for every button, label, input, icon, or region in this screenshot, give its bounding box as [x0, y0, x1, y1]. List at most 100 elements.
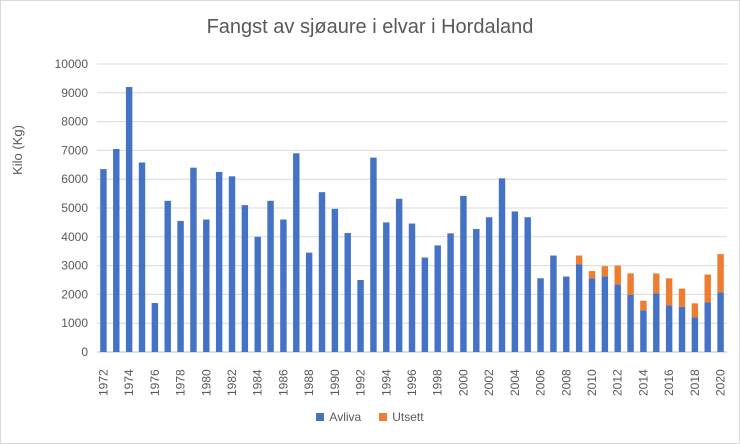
y-tick-label: 5000 — [61, 201, 88, 215]
y-tick-label: 1000 — [61, 316, 88, 330]
bar-utsett-2016 — [665, 278, 673, 306]
legend-swatch-utsett — [379, 413, 388, 421]
x-tick-label: 1992 — [354, 369, 368, 396]
bar-avliva-2020 — [717, 292, 724, 352]
bar-avliva-1978 — [177, 220, 184, 352]
bar-utsett-2018 — [691, 303, 699, 318]
bar-utsett-2013 — [627, 273, 634, 295]
bar-avliva-2011 — [601, 276, 609, 352]
bar-avliva-1998 — [434, 245, 441, 352]
bar-avliva-1972 — [100, 169, 107, 352]
bars — [100, 87, 724, 352]
bar-utsett-2019 — [704, 274, 711, 303]
bar-avliva-2005 — [524, 217, 531, 352]
bar-avliva-1994 — [383, 222, 390, 352]
y-tick-label: 10000 — [55, 57, 89, 71]
bar-avliva-1984 — [254, 236, 261, 352]
x-tick-label: 1988 — [302, 369, 316, 396]
x-tick-label: 2008 — [559, 369, 573, 396]
x-tick-label: 1978 — [174, 369, 188, 396]
bar-avliva-2009 — [575, 264, 583, 352]
x-tick-label: 2012 — [611, 369, 625, 396]
bar-avliva-1975 — [138, 162, 146, 352]
x-tick-label: 1994 — [379, 369, 393, 396]
x-tick-label: 1984 — [251, 369, 265, 396]
bar-avliva-2016 — [665, 305, 673, 352]
bar-avliva-2012 — [614, 284, 621, 352]
bar-utsett-2020 — [717, 254, 724, 293]
bar-avliva-1989 — [318, 192, 326, 352]
legend-label-utsett: Utsett — [392, 410, 424, 424]
x-tick-label: 2018 — [688, 369, 702, 396]
gridlines — [97, 63, 727, 353]
bar-avliva-1988 — [305, 252, 313, 352]
bar-avliva-2000 — [460, 195, 467, 352]
legend-swatch-avliva — [316, 413, 325, 421]
bar-avliva-2019 — [704, 302, 711, 352]
x-tick-label: 2004 — [508, 369, 522, 396]
bar-utsett-2010 — [588, 271, 596, 279]
x-tick-label: 1986 — [276, 369, 290, 396]
bar-avliva-1993 — [370, 157, 377, 352]
bar-utsett-2014 — [640, 300, 647, 311]
y-tick-label: 9000 — [61, 86, 88, 100]
bar-utsett-2011 — [601, 266, 609, 277]
y-tick-label: 4000 — [61, 230, 88, 244]
bar-avliva-2013 — [627, 294, 634, 352]
y-tick-label: 8000 — [61, 115, 88, 129]
x-tick-label: 1980 — [199, 369, 213, 396]
bar-utsett-2012 — [614, 265, 621, 285]
chart-title: Fangst av sjøaure i elvar i Hordaland — [206, 16, 534, 38]
bar-avliva-2007 — [550, 255, 557, 352]
bar-avliva-2010 — [588, 278, 596, 352]
bar-avliva-1979 — [190, 167, 197, 352]
bar-avliva-1990 — [331, 208, 339, 352]
bar-avliva-1982 — [228, 176, 236, 352]
x-axis-ticks: 1972 1974 1976 1978 1980 1982 1984 1986 1988 1990… — [96, 369, 727, 396]
y-tick-label: 0 — [81, 345, 88, 359]
bar-avliva-2018 — [691, 317, 699, 352]
y-tick-label: 6000 — [61, 172, 88, 186]
bar-avliva-1977 — [164, 200, 171, 352]
x-tick-label: 1996 — [405, 369, 419, 396]
bar-avliva-1980 — [203, 219, 210, 352]
y-axis-ticks: 0 1000 2000 3000 4000 5000 6000 7000 8000 9000 100… — [55, 57, 89, 359]
legend: Avliva Utsett — [0, 410, 740, 424]
bar-avliva-2015 — [653, 293, 660, 352]
bar-avliva-2001 — [473, 229, 480, 352]
legend-item-avliva: Avliva — [316, 410, 361, 424]
bar-avliva-1981 — [215, 172, 223, 352]
legend-item-utsett: Utsett — [379, 410, 424, 424]
x-tick-label: 2014 — [636, 369, 650, 396]
y-tick-label: 2000 — [61, 287, 88, 301]
bar-avliva-1995 — [395, 198, 403, 352]
bar-avliva-1987 — [293, 153, 300, 352]
bar-utsett-2017 — [678, 288, 686, 307]
bar-avliva-2003 — [498, 178, 506, 352]
bar-avliva-1997 — [421, 257, 429, 352]
bar-avliva-1996 — [408, 223, 416, 352]
bar-avliva-1983 — [241, 205, 249, 352]
bar-avliva-2008 — [563, 276, 570, 352]
x-tick-label: 1976 — [148, 369, 162, 396]
x-tick-label: 2020 — [714, 369, 728, 396]
legend-label-avliva: Avliva — [329, 410, 362, 424]
bar-avliva-2002 — [485, 217, 493, 352]
x-tick-label: 2000 — [456, 369, 470, 396]
x-tick-label: 1974 — [122, 369, 136, 396]
x-tick-label: 2002 — [482, 369, 496, 396]
bar-avliva-2017 — [678, 306, 686, 352]
bar-avliva-2014 — [640, 310, 647, 352]
bar-utsett-2009 — [575, 255, 583, 265]
y-tick-label: 3000 — [61, 259, 88, 273]
x-tick-label: 1972 — [96, 369, 110, 396]
x-tick-label: 1998 — [431, 369, 445, 396]
bar-avliva-1992 — [357, 280, 364, 352]
bar-utsett-2015 — [653, 273, 660, 294]
bar-avliva-1986 — [280, 219, 287, 352]
x-tick-label: 1990 — [328, 369, 342, 396]
x-tick-label: 2010 — [585, 369, 599, 396]
bar-avliva-1999 — [447, 233, 454, 352]
